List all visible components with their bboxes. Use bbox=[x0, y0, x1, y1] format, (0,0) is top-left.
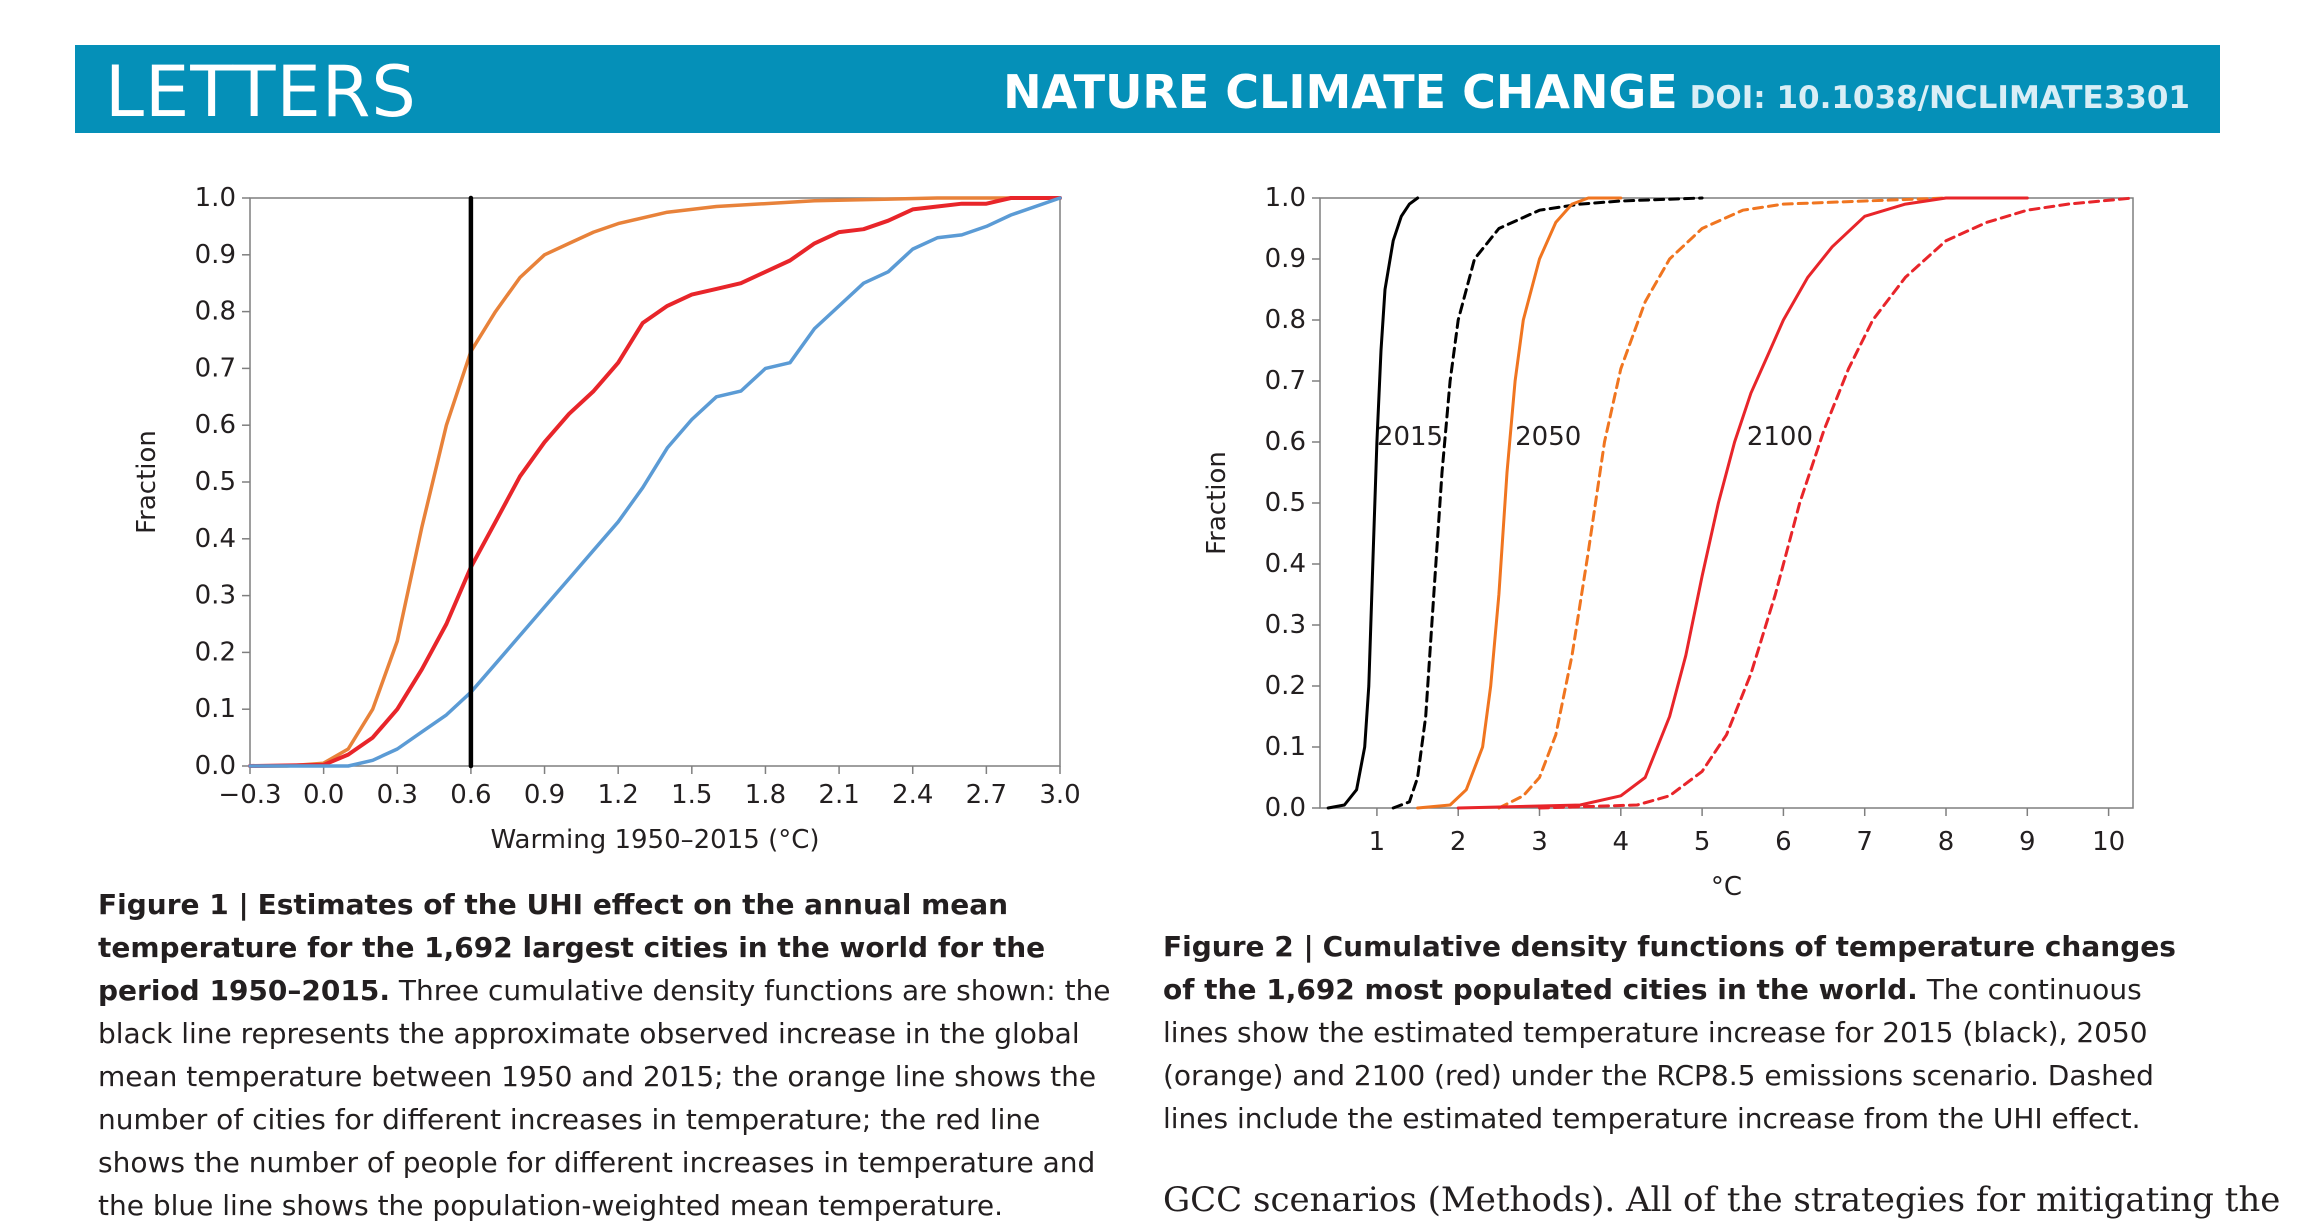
y-tick-label: 0.4 bbox=[195, 524, 236, 554]
x-axis-label: °C bbox=[1711, 872, 1742, 902]
y-tick-label: 0.7 bbox=[1265, 366, 1306, 396]
x-tick-label: 1.2 bbox=[598, 780, 639, 810]
y-tick-label: 0.2 bbox=[195, 637, 236, 667]
y-axis-label: Fraction bbox=[1202, 451, 1232, 555]
section-title: LETTERS bbox=[105, 51, 417, 133]
figure1-caption-body: Three cumulative density functions are s… bbox=[98, 974, 1111, 1222]
y-tick-label: 0.0 bbox=[1265, 793, 1306, 823]
series-line-2 bbox=[1416, 196, 1623, 810]
y-tick-label: 1.0 bbox=[1265, 183, 1306, 213]
x-tick-label: 4 bbox=[1613, 827, 1630, 857]
figure1-caption-label: Figure 1 | bbox=[98, 888, 249, 921]
y-tick-label: 1.0 bbox=[195, 183, 236, 213]
journal-name: NATURE CLIMATE CHANGE bbox=[1003, 65, 1678, 119]
figure2-caption-label: Figure 2 | bbox=[1163, 930, 1314, 963]
series-line-1 bbox=[1391, 196, 1704, 810]
x-tick-label: 3 bbox=[1531, 827, 1548, 857]
x-tick-label: 0.9 bbox=[524, 780, 565, 810]
x-tick-label: 2.7 bbox=[966, 780, 1007, 810]
y-tick-label: 0.9 bbox=[195, 240, 236, 270]
series-line-5 bbox=[1538, 196, 2135, 810]
series-annotation: 2050 bbox=[1515, 422, 1581, 452]
y-axis-label: Fraction bbox=[132, 430, 162, 534]
y-tick-label: 0.8 bbox=[195, 297, 236, 327]
series-line-1 bbox=[248, 196, 1062, 768]
series-line-3 bbox=[1497, 196, 1948, 810]
figure2-caption-title: Cumulative density functions of temperat… bbox=[1163, 930, 2176, 1006]
figure1-caption: Figure 1 | Estimates of the UHI effect o… bbox=[98, 883, 1128, 1227]
figure2-caption-body: The continuous lines show the estimated … bbox=[1163, 973, 2154, 1135]
body-text-line: GCC scenarios (Methods). All of the stra… bbox=[1163, 1180, 2281, 1220]
y-tick-label: 0.6 bbox=[1265, 427, 1306, 457]
y-tick-label: 0.4 bbox=[1265, 549, 1306, 579]
y-tick-label: 0.8 bbox=[1265, 305, 1306, 335]
x-tick-label: 0.0 bbox=[303, 780, 344, 810]
x-tick-label: 0.3 bbox=[377, 780, 418, 810]
series-line-2 bbox=[248, 196, 1062, 768]
y-tick-label: 0.1 bbox=[1265, 732, 1306, 762]
plot-frame bbox=[249, 197, 1061, 767]
x-tick-label: 8 bbox=[1938, 827, 1955, 857]
x-tick-label: 9 bbox=[2019, 827, 2036, 857]
y-tick-label: 0.1 bbox=[195, 694, 236, 724]
x-tick-label: 1.5 bbox=[671, 780, 712, 810]
y-tick-label: 0.9 bbox=[1265, 244, 1306, 274]
y-tick-label: 0.3 bbox=[1265, 610, 1306, 640]
series-line-0 bbox=[1326, 196, 1420, 810]
series-annotation: 2015 bbox=[1377, 422, 1443, 452]
y-tick-label: 0.5 bbox=[195, 467, 236, 497]
series-annotation: 2100 bbox=[1747, 422, 1813, 452]
series-line-0 bbox=[248, 196, 1062, 768]
plot-frame bbox=[1319, 197, 2134, 809]
y-tick-label: 0.0 bbox=[195, 751, 236, 781]
x-tick-label: 5 bbox=[1694, 827, 1711, 857]
x-tick-label: 10 bbox=[2092, 827, 2125, 857]
journal-header: NATURE CLIMATE CHANGE DOI: 10.1038/NCLIMA… bbox=[1003, 65, 2190, 119]
x-tick-label: 6 bbox=[1775, 827, 1792, 857]
x-tick-label: 2 bbox=[1450, 827, 1467, 857]
figure2-caption: Figure 2 | Cumulative density functions … bbox=[1163, 925, 2193, 1140]
x-tick-label: 1.8 bbox=[745, 780, 786, 810]
x-axis-label: Warming 1950–2015 (°C) bbox=[490, 825, 819, 855]
doi-label: DOI: 10.1038/NCLIMATE3301 bbox=[1689, 80, 2190, 116]
y-tick-label: 0.5 bbox=[1265, 488, 1306, 518]
x-tick-label: 1 bbox=[1369, 827, 1386, 857]
x-tick-label: 3.0 bbox=[1039, 780, 1080, 810]
y-tick-label: 0.6 bbox=[195, 410, 236, 440]
y-tick-label: 0.2 bbox=[1265, 671, 1306, 701]
y-tick-label: 0.7 bbox=[195, 353, 236, 383]
x-tick-label: 2.1 bbox=[818, 780, 859, 810]
x-tick-label: −0.3 bbox=[218, 780, 281, 810]
x-tick-label: 7 bbox=[1856, 827, 1873, 857]
x-tick-label: 0.6 bbox=[450, 780, 491, 810]
y-tick-label: 0.3 bbox=[195, 581, 236, 611]
figure1-caption-title: Estimates of the UHI effect on the annua… bbox=[98, 888, 1046, 1007]
header-banner: LETTERS NATURE CLIMATE CHANGE DOI: 10.103… bbox=[75, 45, 2220, 133]
x-tick-label: 2.4 bbox=[892, 780, 933, 810]
series-line-4 bbox=[1456, 196, 2029, 810]
